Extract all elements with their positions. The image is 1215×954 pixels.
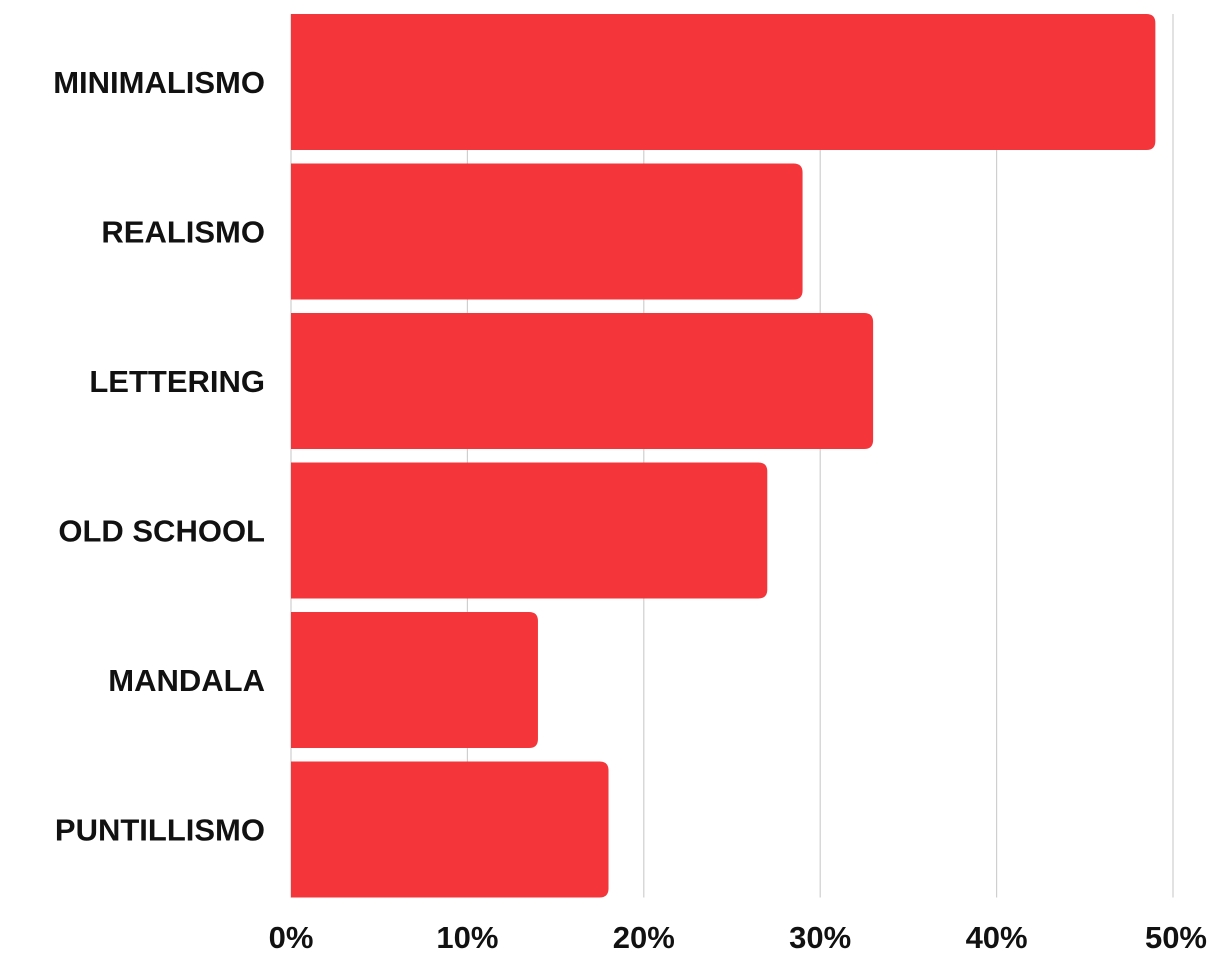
gridlines	[290, 14, 1174, 898]
x-tick-label-40: 40%	[966, 920, 1028, 954]
x-axis-tick-labels: 0% 10% 20% 30% 40% 50%	[269, 920, 1207, 954]
bars	[291, 14, 1156, 898]
category-label-minimalismo: MINIMALISMO	[53, 65, 265, 100]
x-tick-label-20: 20%	[613, 920, 675, 954]
category-label-lettering: LETTERING	[89, 364, 265, 399]
x-tick-label-30: 30%	[789, 920, 851, 954]
x-tick-label-10: 10%	[436, 920, 498, 954]
bar-mandala	[291, 612, 538, 748]
bar-puntillismo	[291, 761, 609, 898]
x-tick-label-0: 0%	[269, 920, 314, 954]
bar-realismo	[291, 163, 803, 300]
bar-minimalismo	[291, 14, 1156, 150]
category-label-old-school: OLD SCHOOL	[58, 514, 265, 549]
category-label-realismo: REALISMO	[101, 215, 265, 250]
bar-old-school	[291, 462, 768, 599]
category-label-mandala: MANDALA	[108, 663, 265, 698]
category-labels: MINIMALISMO REALISMO LETTERING OLD SCHOOL MA…	[53, 65, 265, 848]
bar-lettering	[291, 313, 874, 449]
x-tick-label-50: 50%	[1145, 920, 1207, 954]
category-label-puntillismo: PUNTILLISMO	[55, 813, 265, 848]
